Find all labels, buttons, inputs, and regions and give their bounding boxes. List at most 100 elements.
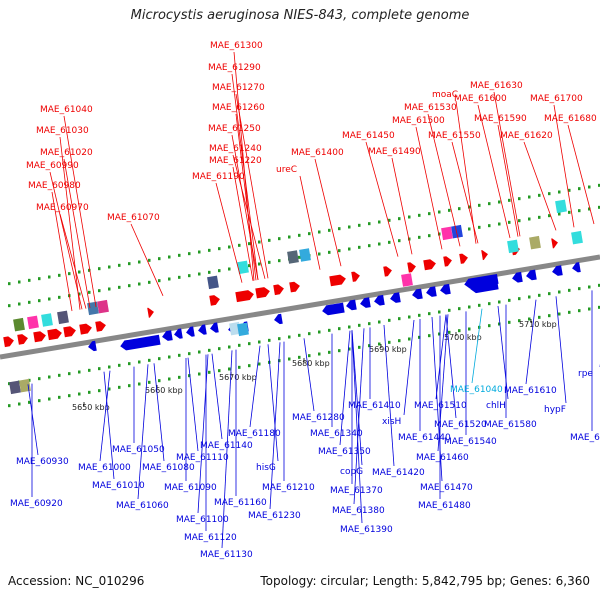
tick-mark	[358, 245, 361, 249]
tick-mark	[538, 293, 541, 297]
tick-mark	[288, 357, 291, 361]
gene-label-reverse: xisH	[382, 417, 401, 427]
tick-mark	[368, 344, 371, 348]
gene-label-forward: MAE_61500	[392, 116, 445, 126]
reverse-gene-arrow	[186, 326, 195, 337]
feature-box	[507, 239, 519, 254]
gene-label-forward: MAE_60990	[26, 161, 79, 171]
leader-line	[235, 113, 257, 281]
leader-line	[51, 191, 73, 312]
gene-label-reverse: MAE_61370	[330, 486, 383, 496]
tick-mark	[488, 302, 491, 306]
gene-label-forward: MAE_61190	[192, 172, 245, 182]
tick-mark	[308, 232, 311, 236]
gene-label-reverse: MAE_61230	[248, 511, 301, 521]
leader-line	[103, 371, 115, 480]
tick-mark	[298, 355, 301, 359]
tick-mark	[158, 279, 161, 283]
forward-gene-arrow	[235, 290, 254, 303]
tick-mark	[158, 357, 161, 361]
tick-mark	[258, 340, 261, 344]
gene-label-reverse: MAE_61120	[184, 533, 237, 543]
gene-label-reverse: MAE_61350	[318, 447, 371, 457]
forward-gene-arrow	[255, 287, 270, 299]
tick-mark	[138, 360, 141, 364]
tick-mark	[58, 273, 61, 277]
forward-gene-arrow	[95, 321, 106, 332]
tick-mark	[28, 300, 31, 304]
tick-mark	[428, 334, 431, 338]
tick-mark	[198, 372, 201, 376]
tick-mark	[498, 200, 501, 204]
leader-line	[553, 104, 575, 228]
tick-mark	[218, 347, 221, 351]
tick-mark	[168, 255, 171, 259]
leader-line	[493, 91, 521, 237]
tick-mark	[68, 372, 71, 376]
tick-mark	[118, 363, 121, 367]
tick-mark	[428, 212, 431, 216]
reverse-gene-arrow	[440, 283, 451, 295]
tick-mark	[78, 292, 81, 296]
gene-label-forward: moaC	[432, 90, 458, 100]
scale-label: 5660 kbp	[145, 386, 183, 395]
gene-label-reverse: rpe	[578, 369, 593, 379]
tick-mark	[198, 250, 201, 254]
tick-mark	[188, 252, 191, 256]
tick-mark	[248, 342, 251, 346]
tick-mark	[388, 218, 391, 222]
tick-mark	[68, 272, 71, 276]
tick-mark	[448, 330, 451, 334]
tick-mark	[8, 282, 11, 286]
tick-mark	[488, 324, 491, 328]
leader-line	[525, 299, 537, 385]
tick-mark	[128, 262, 131, 266]
gene-label-reverse: MAE_61520	[434, 420, 487, 430]
tick-mark	[158, 257, 161, 261]
tick-mark	[428, 234, 431, 238]
leader-line	[415, 126, 443, 250]
tick-mark	[168, 377, 171, 381]
feature-box	[555, 199, 567, 214]
tick-mark	[538, 315, 541, 319]
gene-label-reverse: MAE_61580	[484, 420, 537, 430]
forward-gene-arrow	[209, 295, 220, 306]
gene-label-reverse: MAE_61060	[116, 501, 169, 511]
gene-label-forward: MAE_61250	[208, 124, 261, 134]
tick-mark	[188, 352, 191, 356]
tick-mark	[458, 207, 461, 211]
tick-mark	[228, 245, 231, 249]
gene-label-forward: MAE_61030	[36, 126, 89, 136]
tick-mark	[188, 374, 191, 378]
gene-label-forward: MAE_61240	[209, 144, 262, 154]
reverse-gene-arrow	[346, 299, 357, 311]
gene-label-forward: MAE_61630	[470, 81, 523, 91]
leader-line	[59, 136, 81, 310]
tick-mark	[348, 247, 351, 251]
tick-mark	[378, 342, 381, 346]
gene-label-forward: MAE_61490	[368, 147, 421, 157]
tick-mark	[268, 260, 271, 264]
tick-mark	[448, 308, 451, 312]
leader-line	[567, 124, 595, 225]
leader-line	[215, 182, 243, 283]
gene-label-forward: MAE_61700	[530, 94, 583, 104]
tick-mark	[408, 337, 411, 341]
tick-mark	[538, 193, 541, 197]
gene-label-reverse: MAE_61100	[176, 515, 229, 525]
tick-mark	[578, 287, 581, 291]
tick-mark	[318, 230, 321, 234]
leader-line	[497, 124, 519, 237]
gene-label-reverse: MAE_61650	[570, 433, 600, 443]
tick-mark	[258, 240, 261, 244]
tick-mark	[548, 192, 551, 196]
tick-mark	[428, 312, 431, 316]
tick-mark	[298, 233, 301, 237]
reverse-gene-arrow	[360, 297, 371, 308]
tick-mark	[348, 325, 351, 329]
tick-mark	[168, 355, 171, 359]
tick-mark	[138, 382, 141, 386]
gene-label-reverse: hisG	[256, 463, 276, 473]
feature-box	[207, 275, 219, 290]
tick-mark	[468, 205, 471, 209]
